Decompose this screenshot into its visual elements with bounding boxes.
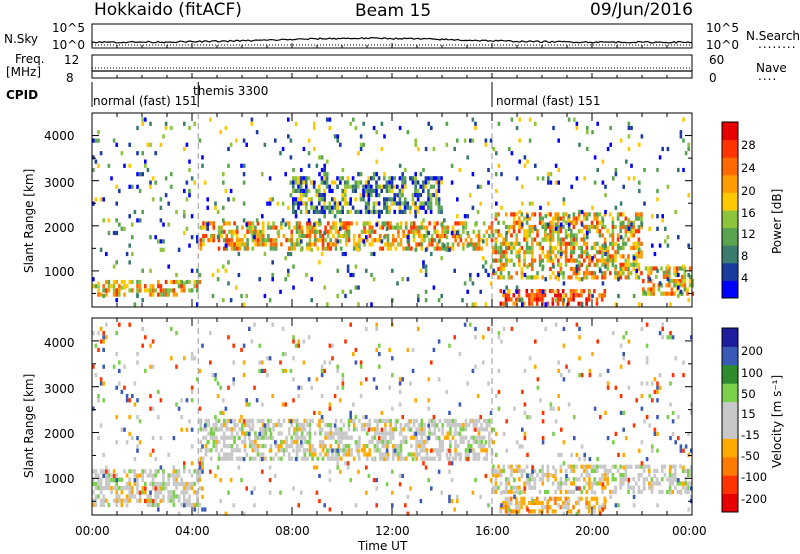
power-colorbar-segment-6 <box>722 174 738 193</box>
power-cb-tick-16: 16 <box>741 206 756 220</box>
power-feature-3 <box>492 212 643 280</box>
vel-cb-tick-neg100: -100 <box>741 470 768 484</box>
vel-cb-tick-neg200: -200 <box>741 492 768 506</box>
vel-ytick-1000: 1000 <box>44 472 75 486</box>
freq-unit-label: [MHz] <box>6 65 42 79</box>
power-colorbar-segment-9 <box>722 122 738 141</box>
vel-cb-tick-200: 200 <box>741 344 763 358</box>
nsky-left-tick-top: 10^5 <box>52 21 85 35</box>
velocity-sparse-scatter <box>92 322 693 516</box>
velocity-colorbar-segment-1 <box>722 475 738 495</box>
vel-ytick-2000: 2000 <box>44 427 75 441</box>
velocity-colorbar-segment-0 <box>722 493 738 513</box>
power-colorbar-segment-8 <box>722 139 738 158</box>
power-colorbar-segment-5 <box>722 192 738 211</box>
power-colorbar-segment-2 <box>722 245 738 264</box>
nave-right-tick-bottom: 0 <box>709 71 717 85</box>
power-ytick-2000: 2000 <box>44 221 75 235</box>
power-ytick-4000: 4000 <box>44 129 75 143</box>
vel-ytick-4000: 4000 <box>44 336 75 350</box>
velocity-colorbar-segment-5 <box>722 401 738 421</box>
freq-left-tick-bottom: 8 <box>66 71 74 85</box>
nsky-right-tick-bottom: 10^0 <box>706 38 739 52</box>
vel-cb-tick-neg50: -50 <box>741 449 760 463</box>
date-title: 09/Jun/2016 <box>590 0 693 20</box>
power-feature-1 <box>199 221 494 251</box>
cpid-label: CPID <box>6 88 39 102</box>
power-colorbar-segment-1 <box>722 262 738 281</box>
nave-legend: .... <box>758 69 778 83</box>
xtick-5: 20:00 <box>575 524 610 538</box>
cpid-segment-3: normal (fast) 151 <box>496 94 601 108</box>
beam-title: Beam 15 <box>355 1 432 21</box>
velocity-feature-0 <box>92 469 202 507</box>
velocity-colorbar-segment-3 <box>722 438 738 458</box>
cpid-segment-1: normal (fast) 151 <box>93 94 198 108</box>
velocity-colorbar-segment-9 <box>722 328 738 347</box>
power-feature-4 <box>499 289 607 306</box>
nsky-left-tick-bottom: 10^0 <box>52 38 85 52</box>
nsearch-label: N.Search <box>746 29 800 43</box>
nsearch-legend: ........ <box>758 37 797 51</box>
power-colorbar-frame <box>721 121 739 299</box>
power-sparse-scatter <box>92 117 690 307</box>
power-colorbar-segment-0 <box>722 280 738 299</box>
power-ytick-3000: 3000 <box>44 176 75 190</box>
nsky-trace <box>91 36 693 44</box>
velocity-colorbar-segment-7 <box>722 364 738 384</box>
xtick-2: 08:00 <box>275 524 310 538</box>
freq-left-tick-top: 12 <box>64 53 80 67</box>
velocity-feature-3 <box>499 496 607 514</box>
velocity-colorbar-segment-2 <box>722 456 738 476</box>
velocity-colorbar-frame <box>721 327 739 513</box>
xtick-6: 00:00 <box>672 524 707 538</box>
vel-ytick-3000: 3000 <box>44 382 75 396</box>
velocity-colorbar-segment-4 <box>722 420 738 439</box>
xtick-0: 00:00 <box>75 524 110 538</box>
power-colorbar-segment-4 <box>722 210 738 229</box>
power-cb-tick-8: 8 <box>741 249 749 263</box>
vel-cb-tick-50: 50 <box>741 387 756 401</box>
xtick-4: 16:00 <box>475 524 510 538</box>
velocity-feature-2 <box>492 464 693 494</box>
velocity-colorbar-segment-6 <box>722 383 738 403</box>
cpid-segment-2: themis 3300 <box>193 84 269 98</box>
power-cb-tick-4: 4 <box>741 271 749 285</box>
xtick-1: 04:00 <box>175 524 210 538</box>
vel-cb-tick-100: 100 <box>741 366 763 380</box>
power-cb-tick-12: 12 <box>741 227 756 241</box>
power-feature-0 <box>92 279 202 297</box>
power-ytick-1000: 1000 <box>44 265 75 279</box>
power-colorbar-segment-3 <box>722 227 738 246</box>
freq-label: Freq. <box>15 52 45 66</box>
nsky-right-tick-top: 10^5 <box>706 21 739 35</box>
xlabel: Time UT <box>358 539 408 553</box>
power-cb-tick-20: 20 <box>741 184 756 198</box>
velocity-colorbar-segment-8 <box>722 346 738 366</box>
power-cb-tick-28: 28 <box>741 138 756 152</box>
station-title: Hokkaido (fitACF) <box>94 0 242 20</box>
nave-label: Nave <box>756 61 787 75</box>
nsky-label: N.Sky <box>4 32 39 46</box>
nave-right-tick-top: 60 <box>709 53 725 67</box>
velocity-feature-1 <box>199 418 494 461</box>
xtick-3: 12:00 <box>375 524 410 538</box>
vel-cb-tick-15: 15 <box>741 407 756 421</box>
vel-cb-tick-neg15: -15 <box>741 428 760 442</box>
power-cb-tick-24: 24 <box>741 161 756 175</box>
power-colorbar-segment-7 <box>722 157 738 176</box>
